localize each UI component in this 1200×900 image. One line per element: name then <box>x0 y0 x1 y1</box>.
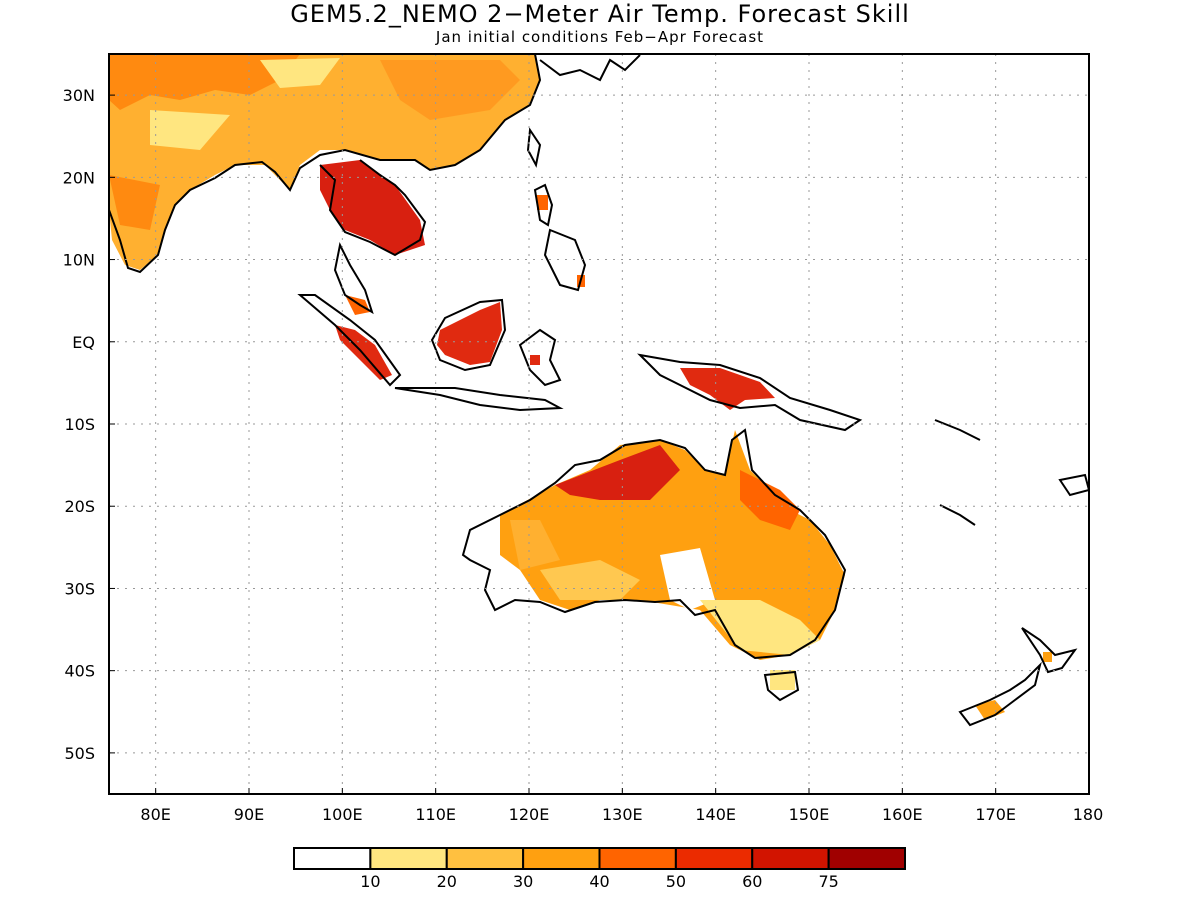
lon-label: 170E <box>975 805 1016 824</box>
lon-label: 100E <box>322 805 363 824</box>
lat-label: 30N <box>63 86 95 105</box>
colorbar-swatch <box>445 847 525 870</box>
lon-label: 180 <box>1073 805 1104 824</box>
lon-label: 80E <box>140 805 170 824</box>
lon-label: 110E <box>415 805 456 824</box>
lat-label: 40S <box>64 662 95 681</box>
lat-label: 30S <box>64 579 95 598</box>
lon-label: 120E <box>509 805 550 824</box>
colorbar-swatch <box>674 847 754 870</box>
coastlines <box>109 54 1089 727</box>
lat-label: 50S <box>64 744 95 763</box>
latitude-labels: 30N 20N 10N EQ 10S 20S 30S 40S 50S <box>63 86 115 763</box>
lat-label: 10S <box>64 415 95 434</box>
colorbar-label: 40 <box>589 872 609 891</box>
colorbar-swatch <box>522 847 601 870</box>
lat-label: 20S <box>64 497 95 516</box>
lat-label: 20N <box>63 168 95 187</box>
map-title: GEM5.2_NEMO 2−Meter Air Temp. Forecast S… <box>290 0 910 28</box>
lat-label: 10N <box>63 251 95 270</box>
colorbar-label: 10 <box>360 872 380 891</box>
colorbar-swatch <box>598 847 677 870</box>
lon-label: 150E <box>789 805 830 824</box>
longitude-labels: 80E 90E 100E 110E 120E 130E 140E 150E 160E 170E 18… <box>140 788 1103 824</box>
map-subtitle: Jan initial conditions Feb−Apr Forecast <box>435 28 765 46</box>
colorbar-label: 30 <box>513 872 533 891</box>
colorbar-swatch <box>751 847 830 870</box>
lon-label: 90E <box>234 805 264 824</box>
colorbar: 10 20 30 40 50 60 75 <box>293 847 906 891</box>
lat-label: EQ <box>72 333 95 352</box>
skill-shading <box>109 54 1052 720</box>
colorbar-swatch <box>293 847 372 870</box>
colorbar-label: 20 <box>437 872 457 891</box>
colorbar-label: 50 <box>666 872 686 891</box>
lon-label: 140E <box>695 805 736 824</box>
colorbar-label: 75 <box>818 872 838 891</box>
colorbar-swatch <box>827 847 906 870</box>
colorbar-swatch <box>369 847 448 870</box>
lon-label: 160E <box>882 805 923 824</box>
lon-label: 130E <box>602 805 643 824</box>
graticule <box>109 54 1089 794</box>
colorbar-label: 60 <box>742 872 762 891</box>
